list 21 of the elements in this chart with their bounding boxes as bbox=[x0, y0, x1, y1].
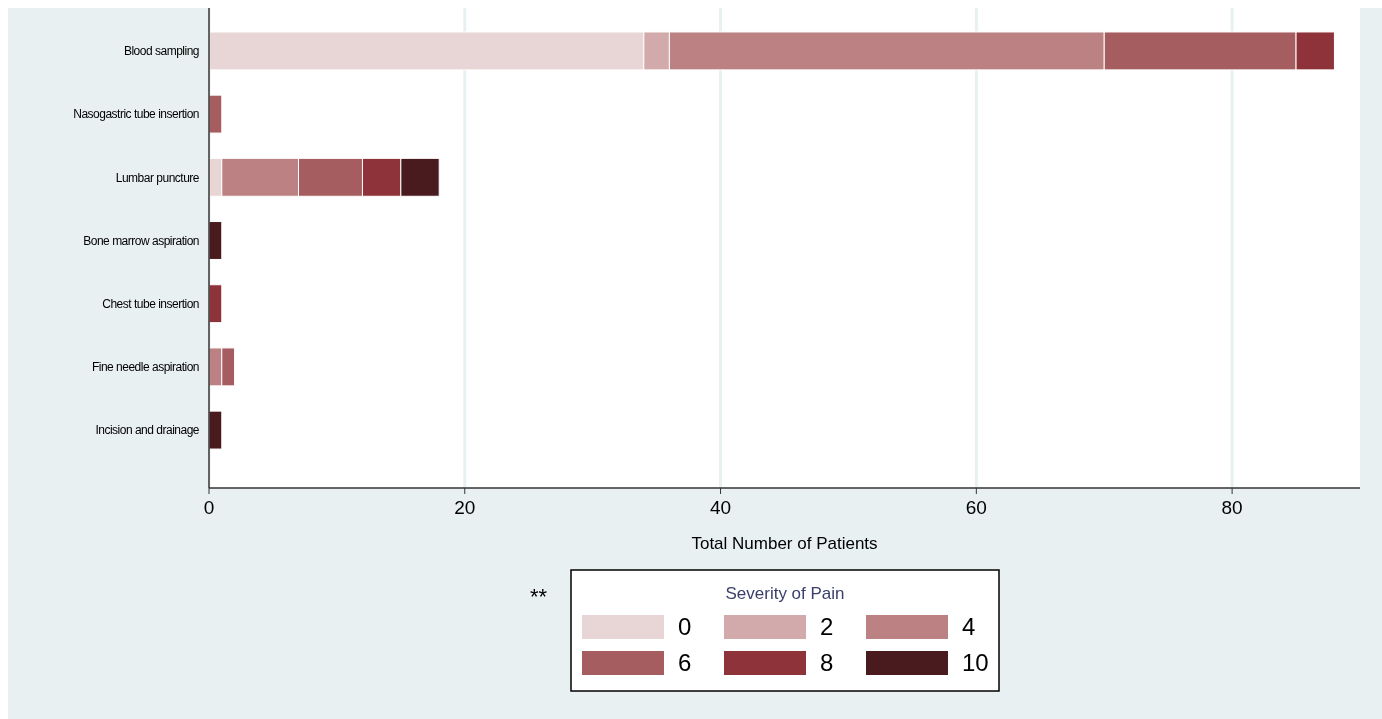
legend-label: 2 bbox=[820, 613, 834, 641]
y-tick-label: Nasogastric tube insertion bbox=[73, 107, 199, 122]
y-tick-label: Incision and drainage bbox=[95, 423, 200, 438]
x-tick-label: 40 bbox=[709, 497, 732, 518]
legend-label: 8 bbox=[820, 649, 834, 677]
legend-label: 4 bbox=[962, 613, 976, 641]
y-tick-label: Bone marrow aspiration bbox=[83, 233, 199, 248]
text: ** bbox=[529, 584, 548, 609]
x-tick-label: 80 bbox=[1221, 497, 1243, 518]
legend-title: Severity of Pain bbox=[725, 584, 845, 603]
legend-label: 0 bbox=[678, 613, 692, 641]
legend-label: 6 bbox=[678, 649, 692, 677]
x-tick-label: 20 bbox=[454, 497, 476, 518]
y-tick-label: Blood sampling bbox=[123, 44, 199, 59]
x-tick-label: 0 bbox=[203, 497, 215, 518]
y-tick-label: Chest tube insertion bbox=[102, 296, 199, 311]
legend-label: 10 bbox=[962, 649, 989, 677]
y-tick-label: Lumbar puncture bbox=[115, 170, 200, 185]
x-tick-label: 60 bbox=[965, 497, 987, 518]
y-tick-label: Fine needle aspiration bbox=[91, 360, 199, 375]
x-axis-title: Total Number of Patients bbox=[691, 534, 878, 553]
